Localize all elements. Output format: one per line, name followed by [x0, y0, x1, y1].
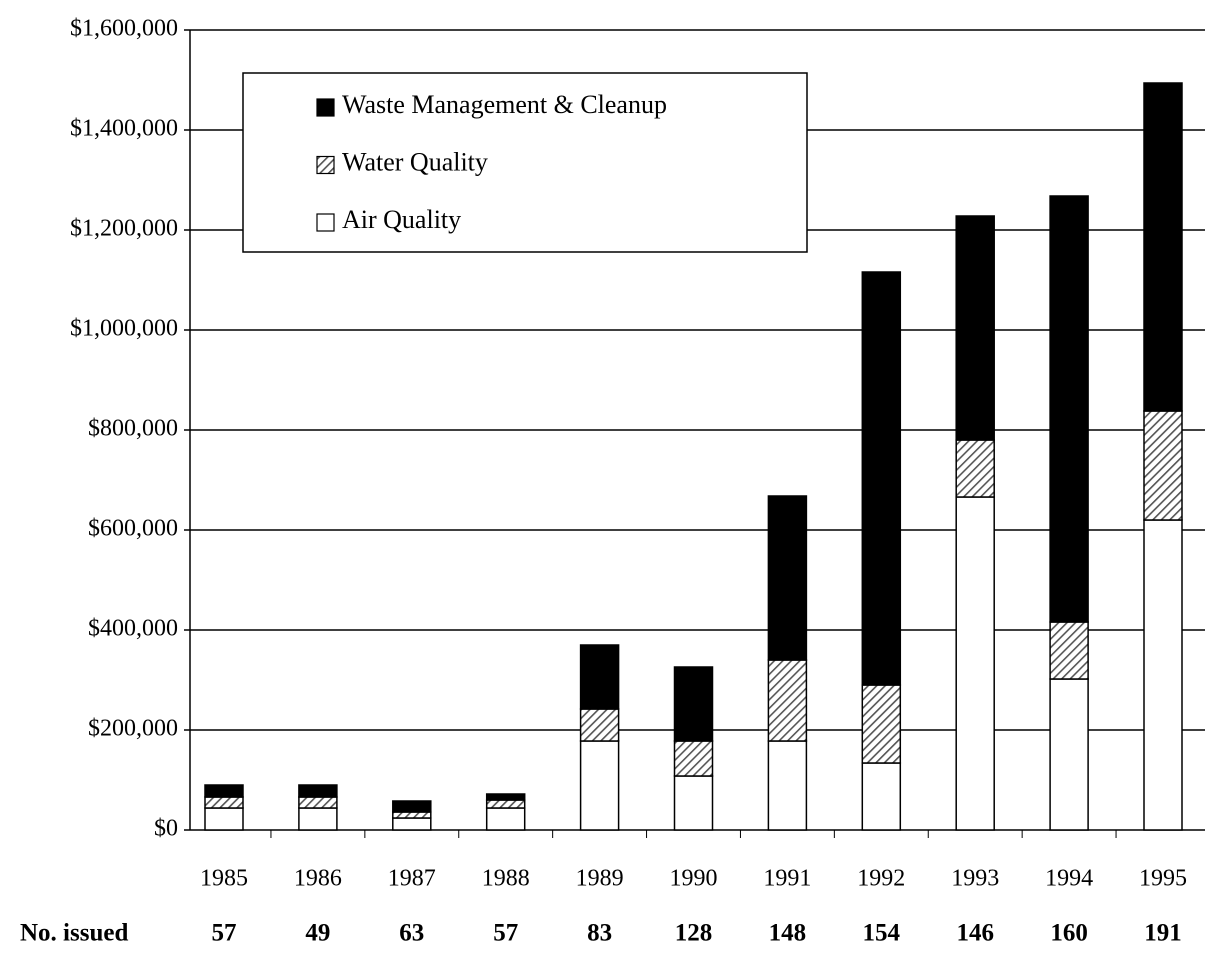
y-tick-label: $600,000	[88, 516, 178, 542]
bar-segment	[579, 644, 620, 710]
bar-segment	[298, 796, 338, 809]
bar-segment	[861, 684, 902, 764]
bar-segment	[392, 811, 432, 819]
y-tick-label: $1,000,000	[70, 316, 178, 342]
legend-label: Waste Management & Cleanup	[342, 90, 667, 119]
x-tick-label: 1992	[857, 866, 905, 892]
count-label: 148	[769, 920, 807, 947]
bar-segment	[1143, 519, 1183, 831]
count-label: 146	[956, 920, 994, 947]
count-label: 49	[305, 920, 330, 947]
bar-segment	[767, 740, 808, 831]
y-tick-label: $0	[154, 816, 178, 842]
count-label: 160	[1050, 920, 1088, 947]
x-tick-label: 1995	[1139, 866, 1187, 892]
x-tick-label: 1987	[388, 866, 436, 892]
legend-box	[242, 72, 808, 253]
count-label: 83	[587, 920, 612, 947]
bar-segment	[955, 496, 995, 831]
count-label: 57	[212, 920, 237, 947]
bar-segment	[673, 775, 714, 831]
bar-segment	[1143, 82, 1183, 412]
legend-label: Water Quality	[342, 147, 488, 176]
bar-segment	[298, 807, 338, 831]
bar-segment	[1049, 195, 1089, 623]
x-tick-label: 1994	[1045, 866, 1093, 892]
legend-swatch	[316, 155, 335, 175]
count-label: 154	[863, 920, 901, 947]
bar-segment	[579, 708, 620, 742]
bar-segment	[204, 784, 244, 798]
bar-segment	[861, 762, 902, 831]
bar-segment	[1049, 621, 1089, 680]
count-label: 191	[1144, 920, 1182, 947]
x-tick-label: 1988	[482, 866, 530, 892]
bar-segment	[673, 740, 714, 777]
bar-segment	[485, 799, 526, 809]
bar-segment	[298, 784, 338, 798]
x-tick-label: 1985	[200, 866, 248, 892]
counts-label: No. issued	[20, 920, 128, 947]
bar-segment	[767, 495, 808, 661]
bar-segment	[392, 817, 432, 831]
x-tick-label: 1993	[951, 866, 999, 892]
bar-segment	[1143, 410, 1183, 521]
bar-segment	[579, 740, 620, 831]
bar-segment	[861, 271, 902, 686]
bar-segment	[955, 439, 995, 498]
bar-segment	[485, 807, 526, 831]
x-tick-label: 1991	[763, 866, 811, 892]
y-tick-label: $1,600,000	[70, 16, 178, 42]
x-tick-label: 1986	[294, 866, 342, 892]
bar-segment	[392, 800, 432, 813]
y-tick-label: $400,000	[88, 616, 178, 642]
x-tick-label: 1989	[576, 866, 624, 892]
bar-segment	[955, 215, 995, 441]
count-label: 57	[493, 920, 518, 947]
legend-label: Air Quality	[342, 205, 461, 234]
count-label: 128	[675, 920, 713, 947]
y-tick-label: $200,000	[88, 716, 178, 742]
bar-segment	[1049, 678, 1089, 831]
count-label: 63	[399, 920, 424, 947]
legend-swatch	[316, 213, 335, 232]
legend: Waste Management & Cleanup Water Quality A…	[242, 72, 808, 253]
y-tick-label: $1,200,000	[70, 216, 178, 242]
bar-segment	[673, 666, 714, 742]
y-tick-label: $800,000	[88, 416, 178, 442]
y-tick-label: $1,400,000	[70, 116, 178, 142]
bar-segment	[767, 659, 808, 742]
x-tick-label: 1990	[670, 866, 718, 892]
legend-swatch	[316, 98, 335, 117]
bar-segment	[204, 796, 244, 809]
bar-segment	[485, 793, 526, 801]
bar-segment	[204, 807, 244, 831]
